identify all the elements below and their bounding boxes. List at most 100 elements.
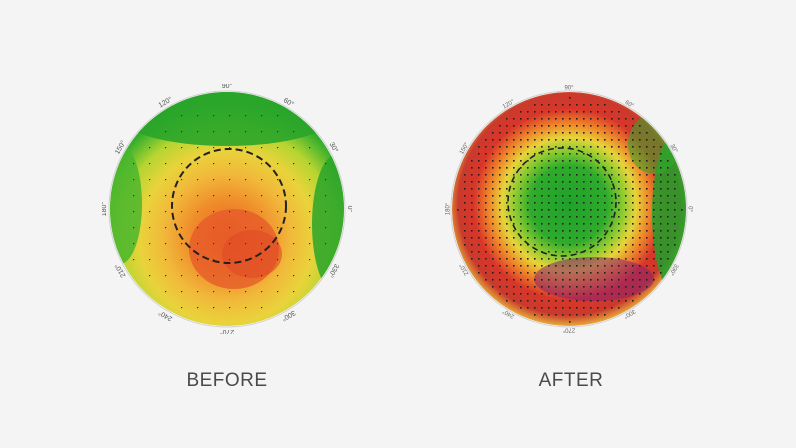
grid-point — [604, 300, 606, 302]
grid-point — [660, 167, 662, 169]
grid-point — [576, 195, 578, 197]
grid-point — [618, 160, 620, 162]
grid-point — [653, 251, 655, 253]
grid-point — [618, 125, 620, 127]
grid-point — [604, 251, 606, 253]
grid-point — [555, 202, 557, 204]
grid-point — [541, 307, 543, 309]
grid-point — [261, 307, 263, 309]
grid-point — [639, 244, 641, 246]
grid-point — [618, 307, 620, 309]
grid-point — [604, 293, 606, 295]
grid-point — [133, 163, 135, 165]
grid-point — [660, 195, 662, 197]
grid-point — [625, 181, 627, 183]
grid-point — [590, 118, 592, 120]
grid-point — [604, 174, 606, 176]
grid-point — [632, 118, 634, 120]
grid-point — [527, 237, 529, 239]
grid-point — [646, 223, 648, 225]
grid-point — [513, 244, 515, 246]
grid-point — [165, 259, 167, 261]
grid-point — [597, 279, 599, 281]
grid-point — [562, 132, 564, 134]
grid-point — [541, 272, 543, 274]
grid-point — [541, 195, 543, 197]
grid-point — [590, 146, 592, 148]
grid-point — [309, 147, 311, 149]
ring-label: 180° — [446, 202, 452, 215]
grid-point — [604, 111, 606, 113]
grid-point — [590, 202, 592, 204]
grid-point — [667, 160, 669, 162]
ring-label: 0° — [346, 206, 352, 213]
grid-point — [181, 131, 183, 133]
grid-point — [548, 286, 550, 288]
grid-point — [590, 307, 592, 309]
grid-point — [513, 125, 515, 127]
grid-point — [471, 237, 473, 239]
grid-point — [639, 195, 641, 197]
grid-point — [492, 195, 494, 197]
grid-point — [646, 195, 648, 197]
grid-point — [604, 167, 606, 169]
grid-point — [213, 243, 215, 245]
grid-point — [576, 258, 578, 260]
grid-point — [499, 167, 501, 169]
grid-point — [625, 174, 627, 176]
grid-point — [485, 216, 487, 218]
grid-point — [597, 223, 599, 225]
grid-point — [165, 131, 167, 133]
grid-point — [611, 209, 613, 211]
grid-point — [632, 265, 634, 267]
grid-point — [213, 259, 215, 261]
grid-point — [485, 251, 487, 253]
grid-point — [485, 244, 487, 246]
grid-point — [562, 216, 564, 218]
grid-point — [618, 223, 620, 225]
grid-point — [604, 216, 606, 218]
grid-point — [149, 211, 151, 213]
grid-point — [133, 179, 135, 181]
grid-point — [555, 104, 557, 106]
grid-point — [632, 188, 634, 190]
grid-point — [674, 174, 676, 176]
grid-point — [527, 118, 529, 120]
grid-point — [506, 251, 508, 253]
grid-point — [667, 174, 669, 176]
grid-point — [632, 258, 634, 260]
grid-point — [555, 265, 557, 267]
after-map-graphic: 90° 120° 60° 150° 30° 180° 0° 210° 330° 240° 300° 2… — [446, 86, 693, 333]
grid-point — [604, 279, 606, 281]
grid-point — [674, 181, 676, 183]
grid-point — [618, 188, 620, 190]
grid-point — [562, 244, 564, 246]
grid-point — [548, 209, 550, 211]
grid-point — [562, 258, 564, 260]
grid-point — [506, 216, 508, 218]
grid-point — [583, 111, 585, 113]
grid-point — [555, 146, 557, 148]
grid-point — [548, 174, 550, 176]
grid-point — [325, 243, 327, 245]
grid-point — [597, 195, 599, 197]
grid-point — [646, 139, 648, 141]
grid-point — [583, 153, 585, 155]
grid-point — [646, 286, 648, 288]
grid-point — [499, 216, 501, 218]
grid-point — [562, 111, 564, 113]
grid-point — [513, 279, 515, 281]
grid-point — [464, 181, 466, 183]
grid-point — [667, 216, 669, 218]
grid-point — [464, 209, 466, 211]
grid-point — [625, 216, 627, 218]
grid-point — [133, 211, 135, 213]
grid-point — [527, 230, 529, 232]
grid-point — [197, 131, 199, 133]
grid-point — [590, 251, 592, 253]
grid-point — [576, 125, 578, 127]
grid-point — [562, 300, 564, 302]
grid-point — [597, 244, 599, 246]
grid-point — [534, 279, 536, 281]
grid-point — [527, 202, 529, 204]
